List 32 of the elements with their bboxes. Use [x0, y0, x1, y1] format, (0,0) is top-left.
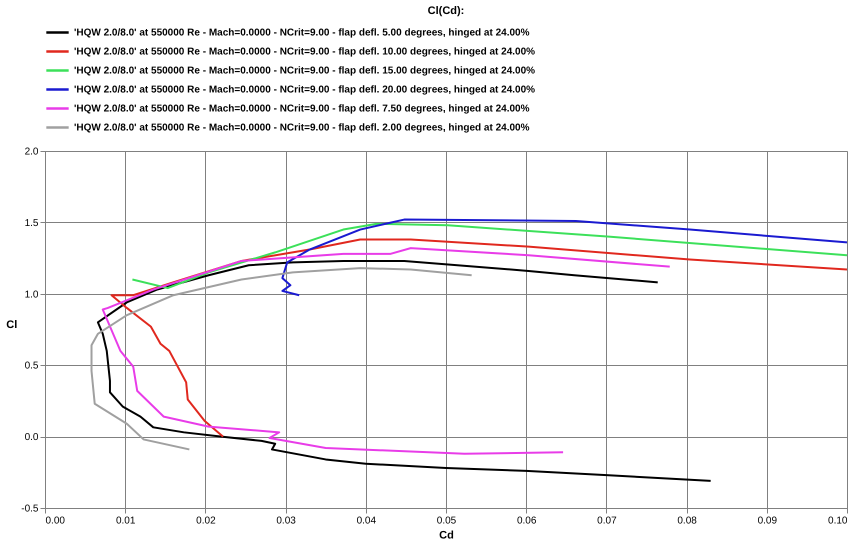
- legend-label: 'HQW 2.0/8.0' at 550000 Re - Mach=0.0000 - NCrit=9.00 - flap defl. 2.00 degrees, hinged at 24.00%: [74, 122, 530, 134]
- line-series: [96, 260, 712, 482]
- x-tick-label: 0.09: [758, 516, 778, 526]
- legend-label: 'HQW 2.0/8.0' at 550000 Re - Mach=0.0000 - NCrit=9.00 - flap defl. 7.50 degrees, hinged at 24.00%: [74, 104, 530, 114]
- y-tick-label: 0.5: [24, 360, 39, 372]
- chart-title: Cl(Cd):: [428, 5, 464, 17]
- line-series: [131, 222, 847, 290]
- x-axis-title: Cd: [439, 530, 454, 542]
- line-series: [102, 247, 671, 455]
- legend-label: 'HQW 2.0/8.0' at 550000 Re - Mach=0.0000 - NCrit=9.00 - flap defl. 15.00 degrees, hinged at 24.00%: [74, 66, 536, 76]
- line-series: [90, 267, 473, 450]
- y-axis-title: Cl: [6, 319, 18, 331]
- y-tick-label: -0.5: [21, 504, 39, 514]
- x-tick-label: 0.03: [276, 516, 296, 526]
- x-tick-label: 0.00: [46, 516, 66, 526]
- x-tick-label: 0.08: [677, 516, 698, 526]
- legend-label: 'HQW 2.0/8.0' at 550000 Re - Mach=0.0000 - NCrit=9.00 - flap defl. 20.00 degrees, hinged at 24.00%: [74, 84, 536, 96]
- x-tick-label: 0.10: [828, 516, 848, 526]
- y-tick-label: 1.0: [24, 289, 39, 300]
- x-tick-label: 0.02: [196, 516, 216, 526]
- x-tick-label: 0.07: [597, 516, 618, 526]
- y-tick-label: 1.5: [24, 218, 39, 229]
- x-tick-label: 0.05: [436, 516, 457, 526]
- x-tick-label: 0.04: [356, 516, 376, 526]
- line-series: [110, 238, 847, 438]
- legend-label: 'HQW 2.0/8.0' at 550000 Re - Mach=0.0000 - NCrit=9.00 - flap defl. 5.00 degrees, hinged at 24.00%: [74, 28, 530, 38]
- line-series: [281, 218, 847, 296]
- x-tick-label: 0.01: [116, 516, 136, 526]
- y-tick-label: 2.0: [24, 146, 39, 158]
- y-tick-label: 0.0: [24, 432, 39, 444]
- legend-label: 'HQW 2.0/8.0' at 550000 Re - Mach=0.0000 - NCrit=9.00 - flap defl. 10.00 degrees, hinged at 24.00%: [74, 46, 536, 58]
- x-tick-label: 0.06: [516, 516, 537, 526]
